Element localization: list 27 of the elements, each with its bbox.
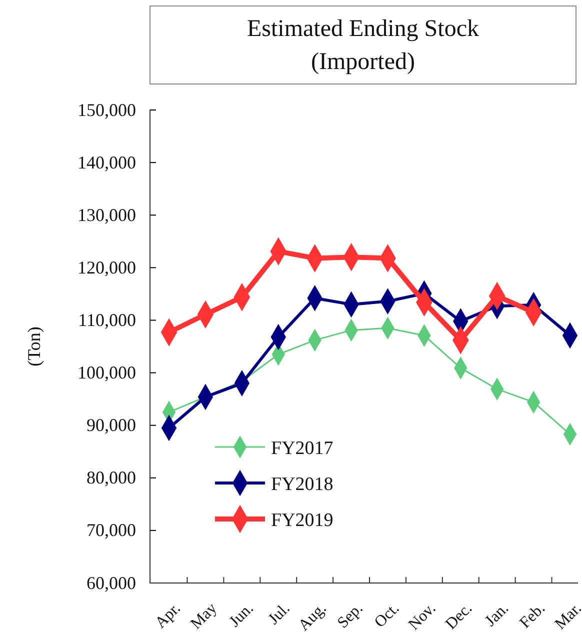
y-tick-label: 60,000 — [86, 572, 136, 593]
legend-label: FY2017 — [271, 438, 334, 459]
y-tick-label: 130,000 — [78, 204, 136, 225]
x-tick-label: Jul. — [265, 600, 294, 628]
x-tick-label: Aug. — [295, 600, 330, 634]
x-tick-label: Apr. — [152, 600, 184, 632]
x-tick-label: May — [188, 600, 220, 633]
x-tick-label: Jun. — [226, 600, 257, 630]
y-tick-label: 90,000 — [86, 415, 136, 436]
x-tick-label: Sep. — [334, 600, 366, 632]
y-tick-label: 100,000 — [78, 362, 136, 383]
y-tick-label: 110,000 — [78, 310, 136, 330]
legend-label: FY2018 — [271, 474, 334, 495]
y-tick-label: 150,000 — [78, 100, 136, 120]
x-tick-label: Mar. — [552, 600, 582, 634]
x-tick-label: Dec. — [442, 600, 476, 633]
x-tick-label: Nov. — [406, 600, 440, 634]
x-tick-label: Jan. — [482, 600, 512, 630]
y-tick-label: 70,000 — [86, 520, 136, 540]
y-tick-label: 140,000 — [78, 152, 136, 172]
x-tick-label: Oct. — [371, 600, 403, 632]
x-tick-label: Feb. — [516, 600, 548, 632]
y-axis-title: (Ton) — [24, 326, 44, 366]
legend-label: FY2019 — [271, 510, 334, 531]
y-tick-label: 80,000 — [86, 468, 136, 488]
chart-title: Estimated Ending Stock (Imported) — [247, 16, 479, 75]
y-tick-label: 120,000 — [78, 257, 136, 278]
